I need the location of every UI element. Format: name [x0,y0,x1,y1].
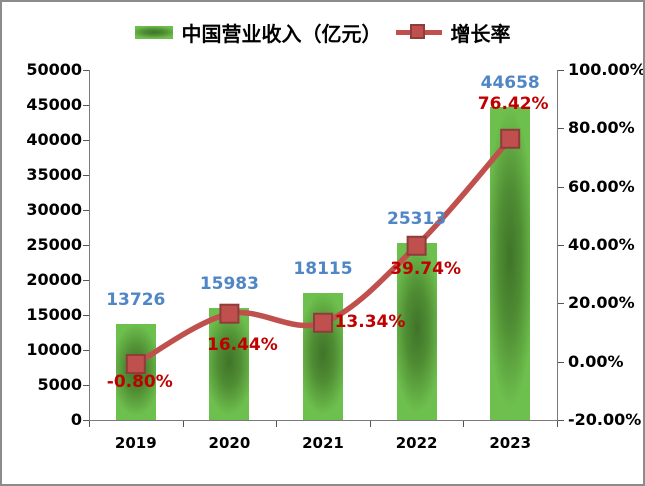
y-axis-right-tick-label: 20.00% [568,293,635,313]
y-axis-right-tick [558,303,564,305]
y-axis-left-tick [83,350,89,351]
y-axis-right-tick [558,128,564,130]
y-axis-right [557,70,558,420]
y-axis-left-tick-label: 35000 [26,165,82,184]
y-axis-left-tick [83,315,89,316]
y-axis-left-tick [83,245,89,246]
growth-marker-2019 [125,354,146,374]
x-axis-tick [369,421,371,427]
legend-label-growth: 增长率 [450,21,511,46]
y-axis-right-tick-label: -20.00% [568,410,642,429]
y-axis-right-tick-label: 0.00% [568,351,624,371]
y-axis-left-tick [83,140,89,141]
x-axis-category-label: 2019 [114,434,157,452]
growth-value-label: -0.80% [106,372,173,392]
y-axis-right-tick [558,70,564,71]
y-axis-left-tick-label: 25000 [26,235,82,254]
y-axis-left-tick [83,385,89,386]
y-axis-left-tick-label: 20000 [26,270,82,289]
x-axis-category-label: 2020 [208,434,251,452]
x-axis-tick [276,421,278,427]
y-axis-left-tick-label: 15000 [26,305,82,324]
x-axis-tick [557,421,558,427]
bar-value-label: 25313 [387,208,447,229]
y-axis-left-tick-label: 10000 [26,340,82,359]
y-axis-left-tick-label: 30000 [26,200,82,219]
y-axis-left-tick [83,280,89,281]
bar-series-swatch-icon [134,25,173,39]
growth-value-label: 39.74% [390,258,461,279]
x-axis-category-label: 2021 [302,434,344,452]
line-series-swatch-icon [395,23,442,41]
y-axis-left-tick [83,210,89,211]
growth-value-label: 13.34% [334,311,406,332]
legend-label-revenue: 中国营业收入（亿元） [181,21,382,46]
legend-item-revenue: 中国营业收入（亿元） [134,18,382,47]
y-axis-right-tick [558,420,564,421]
growth-marker-2022 [406,235,427,256]
y-axis-right-tick [558,186,564,188]
x-axis-tick [463,421,465,427]
y-axis-left-tick-label: 5000 [37,375,82,394]
growth-marker-2020 [219,303,240,324]
y-axis-left-tick-label: 50000 [26,60,82,79]
y-axis-left-tick-label: 40000 [26,130,82,149]
bar-2023 [490,107,531,420]
y-axis-right-tick-label: 100.00% [568,60,645,79]
bar-2022 [396,242,437,420]
y-axis-left-tick-label: 45000 [26,95,82,114]
growth-marker-2023 [500,128,521,149]
y-axis-right-tick-label: 80.00% [568,118,635,138]
y-axis-left-tick-label: 0 [70,410,82,429]
bar-value-label: 44658 [480,73,540,94]
y-axis-left [89,70,90,420]
x-axis-category-label: 2023 [489,434,532,452]
y-axis-right-tick-label: 60.00% [568,176,635,196]
y-axis-right-tick-label: 40.00% [568,235,635,254]
y-axis-left-tick [83,175,89,176]
x-axis-tick [89,421,90,427]
y-axis-right-tick [558,361,564,363]
growth-marker-2021 [313,312,333,333]
y-axis-left-tick [83,420,89,421]
bar-value-label: 18115 [293,259,353,280]
growth-value-label: 76.42% [477,93,549,114]
y-axis-left-tick [83,105,89,106]
x-axis [89,420,558,421]
legend: 中国营业收入（亿元） 增长率 [2,16,643,48]
bar-2020 [209,308,250,420]
y-axis-left-tick [83,70,89,71]
legend-item-growth: 增长率 [395,18,511,47]
x-axis-category-label: 2022 [395,434,438,452]
bar-value-label: 15983 [199,274,259,295]
growth-value-label: 16.44% [206,334,278,355]
y-axis-right-tick [558,245,564,246]
x-axis-tick [182,421,184,427]
bar-value-label: 13726 [106,289,166,310]
